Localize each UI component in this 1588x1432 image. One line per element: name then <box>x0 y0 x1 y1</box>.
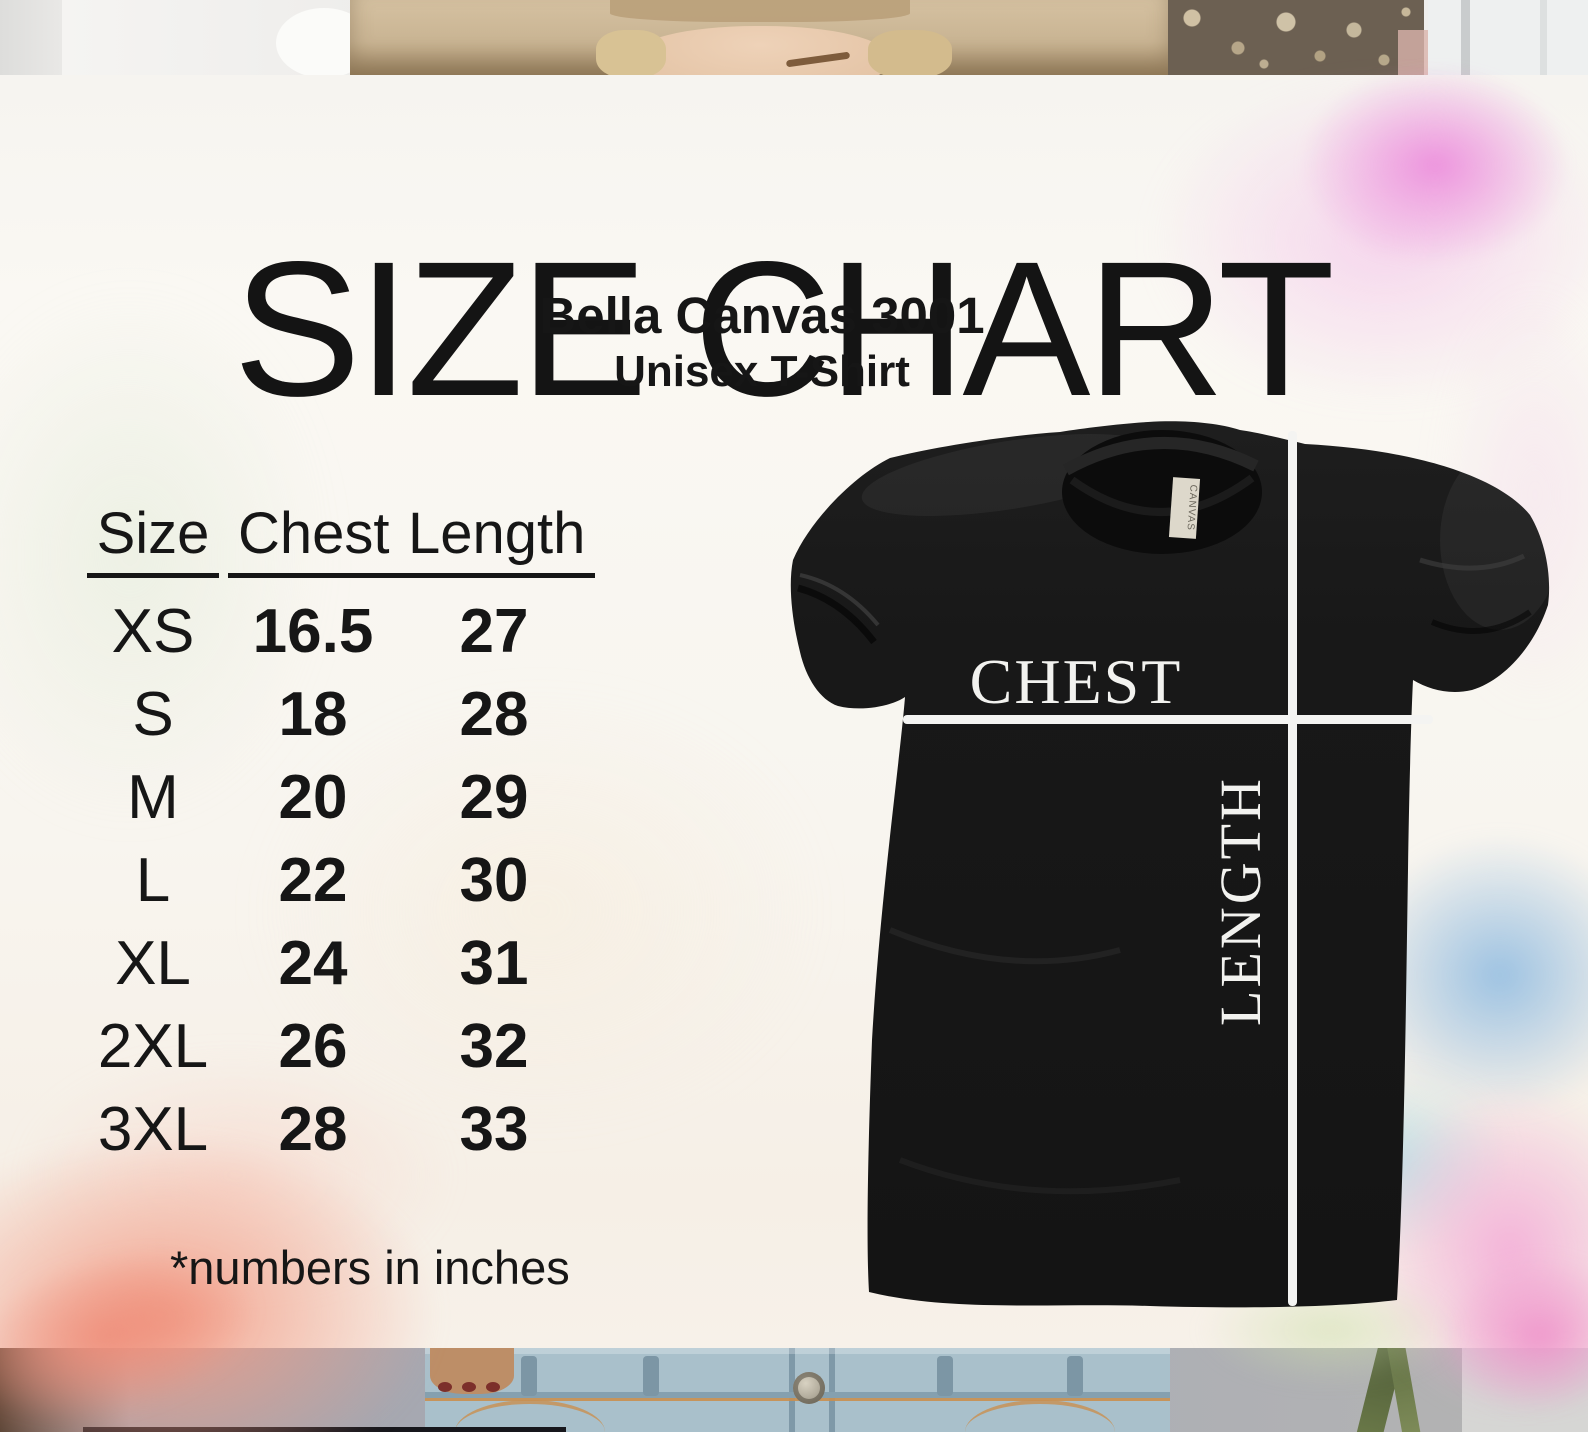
size-label: S <box>132 680 174 749</box>
jeans-button <box>793 1372 825 1404</box>
model-jeans <box>425 1348 1170 1432</box>
table-row: L 22 30 <box>78 839 590 922</box>
sleeve-highlight <box>1440 450 1560 630</box>
length-value: 30 <box>459 846 529 915</box>
jeans-belt-loop <box>643 1356 659 1396</box>
chest-value: 28 <box>278 1095 348 1164</box>
model-hand <box>430 1348 514 1394</box>
photo-wall-left <box>0 0 62 75</box>
left-cuff-fold-hi <box>799 573 880 627</box>
length-label: LENGTH <box>1208 776 1273 1026</box>
size-label: 3XL <box>97 1095 209 1164</box>
right-cuff-fold <box>1419 553 1526 571</box>
model-hair-left <box>596 30 666 78</box>
collar-band <box>1063 436 1259 476</box>
size-label: 2XL <box>97 1012 209 1081</box>
torso-wrinkle <box>888 927 1121 965</box>
length-value: 32 <box>459 1012 529 1081</box>
column-header-size: Size <box>78 500 228 578</box>
chest-label: CHEST <box>970 646 1183 717</box>
column-header-length: Length <box>398 500 596 578</box>
size-label: M <box>127 763 179 832</box>
length-value: 29 <box>459 763 529 832</box>
size-table-header: Size Chest Length <box>78 500 596 578</box>
size-label: L <box>135 846 171 915</box>
chest-value: 24 <box>278 929 348 998</box>
subtitle-block: Bella Canvas 3001 Unisex T-Shirt <box>0 286 1524 398</box>
units-footnote: *numbers in inches <box>170 1241 570 1294</box>
chest-value: 26 <box>278 1012 348 1081</box>
size-label: XL <box>115 929 191 998</box>
jeans-pocket <box>455 1400 605 1432</box>
chest-value: 22 <box>278 846 348 915</box>
photo-bokeh-background <box>1168 0 1424 75</box>
chest-value: 18 <box>278 680 348 749</box>
photo-wall-right <box>1428 0 1588 75</box>
subtitle-product: Bella Canvas 3001 <box>539 287 985 344</box>
fingernail <box>462 1382 476 1392</box>
model-hair-right <box>868 30 952 78</box>
size-table: Size Chest Length XS 16.5 27 S 18 28 M 2… <box>78 500 596 1171</box>
fingernail <box>486 1382 500 1392</box>
torso-wrinkle2 <box>898 1157 1181 1195</box>
photo-accent <box>1398 30 1428 75</box>
length-measure-line <box>1288 431 1297 1306</box>
bottom-photo-strip <box>0 1340 1588 1432</box>
neck-tag-text: CANVAS <box>1184 484 1198 531</box>
tshirt-illustration: CANVAS CHEST LENGTH <box>790 421 1560 1308</box>
column-header-chest: Chest <box>228 500 400 578</box>
jeans-pocket <box>965 1400 1115 1432</box>
chest-measure-line <box>903 715 1433 724</box>
subtitle-style: Unisex T-Shirt <box>614 347 910 397</box>
table-row: M 20 29 <box>78 756 590 839</box>
photo-dark-corner <box>0 1348 130 1432</box>
length-value: 31 <box>459 929 529 998</box>
length-value: 28 <box>459 680 529 749</box>
photo-light-right <box>1462 1348 1588 1432</box>
jeans-belt-loop <box>1067 1356 1083 1396</box>
collar-shadow <box>1069 474 1255 516</box>
left-cuff-fold <box>797 584 877 645</box>
photo-shadow-line <box>83 1427 566 1432</box>
chest-value: 20 <box>278 763 348 832</box>
jeans-belt-loop <box>937 1356 953 1396</box>
table-row: XL 24 31 <box>78 922 590 1005</box>
tshirt-body <box>790 421 1550 1308</box>
collar-opening <box>1062 430 1262 554</box>
hat-crown <box>610 0 910 22</box>
right-cuff-fold2 <box>1430 609 1532 634</box>
fingernail <box>438 1382 452 1392</box>
top-photo-strip <box>0 0 1588 90</box>
neck-tag: CANVAS <box>1168 477 1201 539</box>
chest-value: 16.5 <box>252 597 374 666</box>
table-row: 2XL 26 32 <box>78 1005 590 1088</box>
table-row: XS 16.5 27 <box>78 590 590 673</box>
table-row: 3XL 28 33 <box>78 1088 590 1171</box>
size-label: XS <box>111 597 195 666</box>
jeans-belt-loop <box>521 1356 537 1396</box>
length-value: 27 <box>459 597 529 666</box>
table-row: S 18 28 <box>78 673 590 756</box>
size-table-rows: XS 16.5 27 S 18 28 M 20 29 L 22 30 XL 24 <box>78 590 590 1171</box>
length-value: 33 <box>459 1095 529 1164</box>
